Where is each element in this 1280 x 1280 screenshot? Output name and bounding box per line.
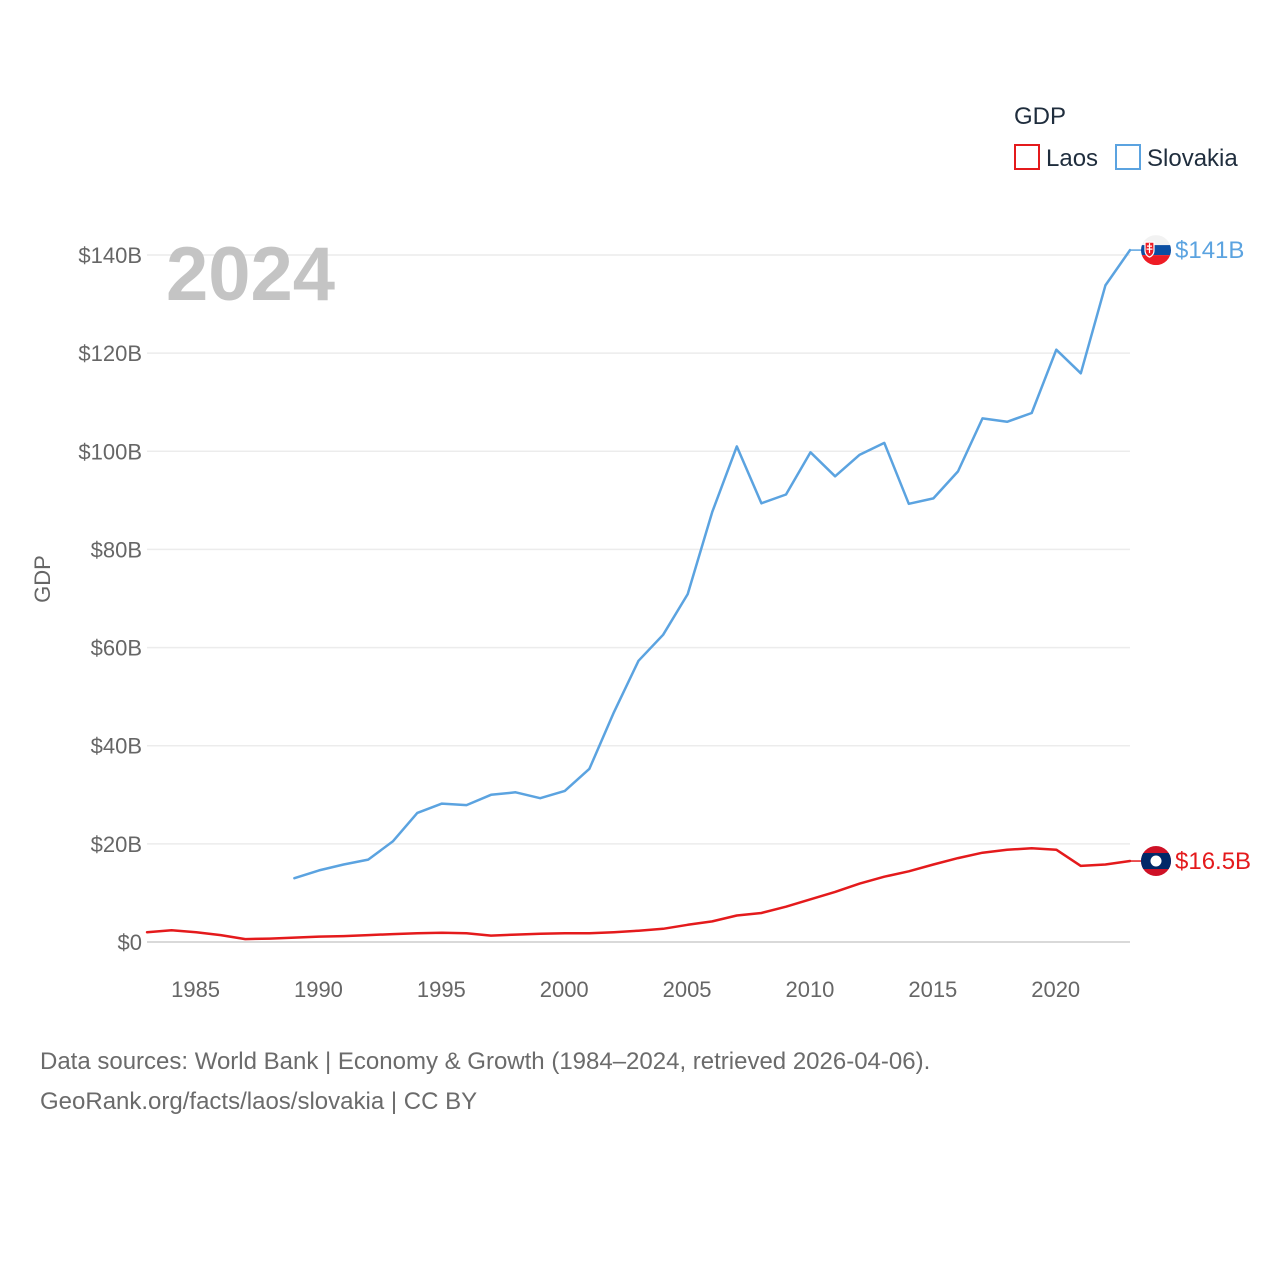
x-axis: 1985 1990 1995 2000 2005 2010 2015 2020 (171, 977, 1080, 1002)
y-axis-title: GDP (30, 555, 55, 603)
x-tick-label: 2005 (663, 977, 712, 1002)
gridlines (147, 254, 1130, 943)
y-tick-label: $140B (78, 243, 142, 268)
source-line-2: GeoRank.org/facts/laos/slovakia | CC BY (40, 1088, 478, 1115)
y-tick-label: $120B (78, 341, 142, 366)
y-tick-label: $100B (78, 439, 142, 464)
legend-label-slovakia: Slovakia (1147, 145, 1238, 172)
legend-item-laos[interactable]: Laos (1014, 144, 1098, 172)
x-tick-label: 2020 (1031, 977, 1080, 1002)
slovakia-flag-icon (1141, 235, 1171, 266)
x-tick-label: 2000 (540, 977, 589, 1002)
year-label: 2024 (166, 232, 335, 317)
source-line-1: Data sources: World Bank | Economy & Gro… (40, 1048, 931, 1075)
series-line-laos[interactable] (145, 847, 1132, 941)
x-tick-label: 2010 (785, 977, 834, 1002)
end-markers: $16.5B $141B (1130, 235, 1251, 877)
y-tick-label: $60B (91, 636, 142, 661)
laos-flag-icon (1141, 846, 1171, 877)
y-tick-label: $0 (118, 930, 142, 955)
y-tick-label: $80B (91, 537, 142, 562)
y-axis: $0 $20B $40B $60B $80B $100B $120B $140B (78, 243, 142, 955)
legend: GDP Laos Slovakia (1014, 103, 1238, 172)
series-line-slovakia[interactable] (293, 248, 1132, 880)
line-chart: $0$20B$40B$60B$80B$100B$120B$140B 1985 19… (30, 103, 1251, 1002)
y-tick-label: $40B (91, 734, 142, 759)
end-label-laos: $16.5B (1175, 848, 1251, 875)
x-tick-label: 1990 (294, 977, 343, 1002)
x-tick-label: 2015 (908, 977, 957, 1002)
y-tick-label: $20B (91, 832, 142, 857)
x-tick-label: 1995 (417, 977, 466, 1002)
source-note: Data sources: World Bank | Economy & Gro… (40, 1042, 1240, 1122)
legend-item-slovakia[interactable]: Slovakia (1115, 144, 1238, 172)
legend-swatch-laos (1014, 144, 1040, 170)
legend-swatch-slovakia (1115, 144, 1141, 170)
end-label-slovakia: $141B (1175, 237, 1244, 264)
legend-title: GDP (1014, 103, 1066, 130)
legend-label-laos: Laos (1046, 145, 1098, 172)
x-tick-label: 1985 (171, 977, 220, 1002)
series-group (145, 248, 1132, 941)
